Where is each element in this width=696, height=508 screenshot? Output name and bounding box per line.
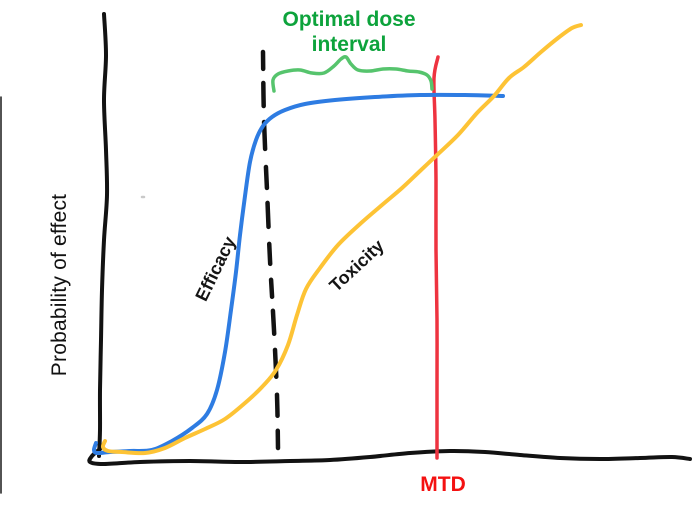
mtd-line — [432, 55, 440, 460]
optimal-dose-interval-label-line2: interval — [311, 33, 387, 56]
mtd-label: MTD — [420, 473, 466, 496]
curve-toxicity — [100, 23, 583, 456]
y-axis-label: Probability of effect — [48, 193, 71, 377]
optimal-dose-interval-label-line1: Optimal dose — [282, 8, 416, 31]
x-axis-line — [87, 447, 692, 466]
threshold-dashed-line — [260, 49, 281, 451]
optimal-interval-brace — [271, 55, 434, 93]
y-axis-line — [97, 12, 110, 458]
optimal-dose-interval-label: Optimal dose interval — [282, 7, 415, 57]
